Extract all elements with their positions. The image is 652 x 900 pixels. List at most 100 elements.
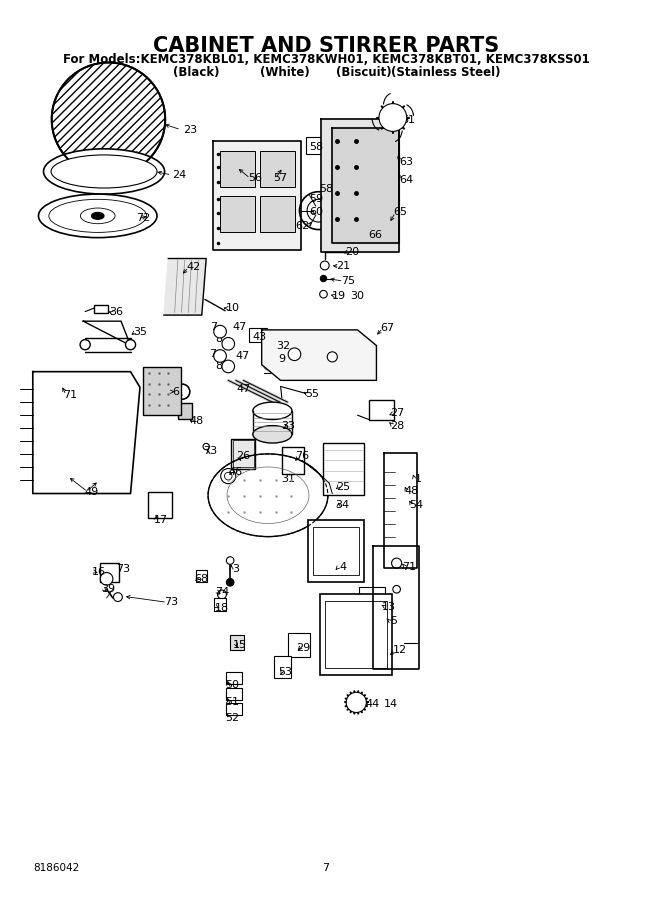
Text: 9: 9 bbox=[278, 355, 286, 365]
Bar bbox=[288, 633, 310, 657]
Text: 21: 21 bbox=[336, 261, 351, 271]
Circle shape bbox=[80, 339, 90, 350]
Bar bbox=[314, 526, 359, 575]
Text: 8: 8 bbox=[215, 361, 222, 371]
Text: 33: 33 bbox=[281, 420, 295, 430]
Bar bbox=[214, 598, 226, 611]
Text: 48: 48 bbox=[190, 417, 204, 427]
Ellipse shape bbox=[253, 426, 292, 443]
Circle shape bbox=[224, 472, 232, 480]
Text: 71: 71 bbox=[63, 391, 78, 401]
Text: 51: 51 bbox=[226, 698, 240, 707]
Text: 30: 30 bbox=[351, 291, 364, 301]
Circle shape bbox=[222, 338, 235, 350]
Circle shape bbox=[327, 352, 337, 362]
Polygon shape bbox=[374, 545, 419, 670]
Text: 20: 20 bbox=[346, 247, 359, 256]
Bar bbox=[260, 150, 295, 187]
Circle shape bbox=[319, 291, 327, 298]
Text: 74: 74 bbox=[215, 587, 229, 597]
Text: 24: 24 bbox=[173, 170, 187, 180]
Text: 10: 10 bbox=[226, 303, 240, 313]
Text: 7: 7 bbox=[210, 322, 217, 332]
Bar bbox=[323, 443, 364, 495]
Circle shape bbox=[320, 261, 329, 270]
Text: 31: 31 bbox=[281, 473, 295, 483]
Bar bbox=[274, 656, 291, 678]
Text: 8: 8 bbox=[215, 335, 222, 345]
Text: 47: 47 bbox=[233, 322, 246, 332]
Text: 56: 56 bbox=[248, 174, 262, 184]
Text: 36: 36 bbox=[110, 308, 124, 318]
Polygon shape bbox=[33, 372, 140, 493]
Bar bbox=[260, 196, 295, 232]
Bar bbox=[226, 703, 241, 716]
Text: 13: 13 bbox=[382, 602, 396, 612]
Circle shape bbox=[100, 572, 113, 585]
Text: 29: 29 bbox=[296, 644, 310, 653]
Text: 66: 66 bbox=[368, 230, 382, 240]
Ellipse shape bbox=[264, 361, 289, 372]
Text: 58: 58 bbox=[309, 142, 323, 152]
Bar bbox=[369, 400, 394, 419]
Bar bbox=[282, 446, 304, 474]
Text: 44: 44 bbox=[366, 699, 379, 709]
Bar bbox=[226, 688, 241, 700]
Text: 17: 17 bbox=[154, 515, 168, 525]
Polygon shape bbox=[164, 258, 206, 315]
Text: 19: 19 bbox=[332, 291, 346, 301]
Text: CABINET AND STIRRER PARTS: CABINET AND STIRRER PARTS bbox=[153, 36, 499, 56]
Ellipse shape bbox=[49, 199, 147, 232]
Text: 3: 3 bbox=[231, 564, 239, 574]
Text: For Models:KEMC378KBL01, KEMC378KWH01, KEMC378KBT01, KEMC378KSS01: For Models:KEMC378KBL01, KEMC378KWH01, K… bbox=[63, 53, 589, 66]
Text: 55: 55 bbox=[305, 390, 319, 400]
Circle shape bbox=[226, 557, 234, 564]
Ellipse shape bbox=[44, 148, 164, 194]
Text: 7: 7 bbox=[323, 863, 329, 873]
Text: 61: 61 bbox=[401, 115, 415, 125]
Bar bbox=[196, 570, 207, 582]
Text: 54: 54 bbox=[409, 500, 423, 509]
Bar bbox=[230, 634, 244, 650]
Circle shape bbox=[113, 593, 123, 601]
Text: 23: 23 bbox=[183, 125, 198, 135]
Text: 73: 73 bbox=[203, 446, 217, 456]
Circle shape bbox=[222, 360, 235, 373]
Circle shape bbox=[214, 350, 226, 363]
Text: 75: 75 bbox=[341, 276, 355, 286]
Ellipse shape bbox=[38, 194, 157, 238]
Text: 34: 34 bbox=[335, 500, 349, 509]
Text: 71: 71 bbox=[402, 562, 416, 572]
Text: (White): (White) bbox=[260, 66, 310, 79]
Text: 6: 6 bbox=[172, 387, 179, 397]
Text: 73: 73 bbox=[116, 564, 130, 574]
Polygon shape bbox=[321, 120, 398, 252]
Text: 65: 65 bbox=[393, 207, 408, 218]
Circle shape bbox=[203, 444, 209, 450]
Bar bbox=[306, 137, 394, 154]
Text: (Stainless Steel): (Stainless Steel) bbox=[391, 66, 501, 79]
Ellipse shape bbox=[51, 155, 157, 188]
Bar bbox=[100, 563, 119, 582]
Text: 47: 47 bbox=[235, 351, 250, 361]
Ellipse shape bbox=[253, 402, 292, 419]
Text: 57: 57 bbox=[274, 174, 288, 184]
Bar bbox=[325, 601, 387, 668]
Bar bbox=[249, 328, 267, 342]
Text: 27: 27 bbox=[390, 409, 404, 419]
Bar bbox=[143, 367, 181, 415]
Text: 49: 49 bbox=[84, 487, 98, 497]
Bar bbox=[220, 150, 255, 187]
Text: 62: 62 bbox=[295, 221, 310, 231]
Text: 8186042: 8186042 bbox=[33, 863, 79, 873]
Bar bbox=[233, 440, 254, 467]
Ellipse shape bbox=[80, 208, 115, 224]
Bar bbox=[148, 491, 172, 518]
Text: 25: 25 bbox=[336, 482, 350, 491]
Text: 16: 16 bbox=[92, 567, 106, 577]
Text: 12: 12 bbox=[393, 645, 407, 655]
Text: 32: 32 bbox=[276, 341, 290, 351]
Text: 46: 46 bbox=[228, 467, 243, 477]
Circle shape bbox=[392, 558, 402, 568]
Text: 72: 72 bbox=[136, 213, 150, 223]
